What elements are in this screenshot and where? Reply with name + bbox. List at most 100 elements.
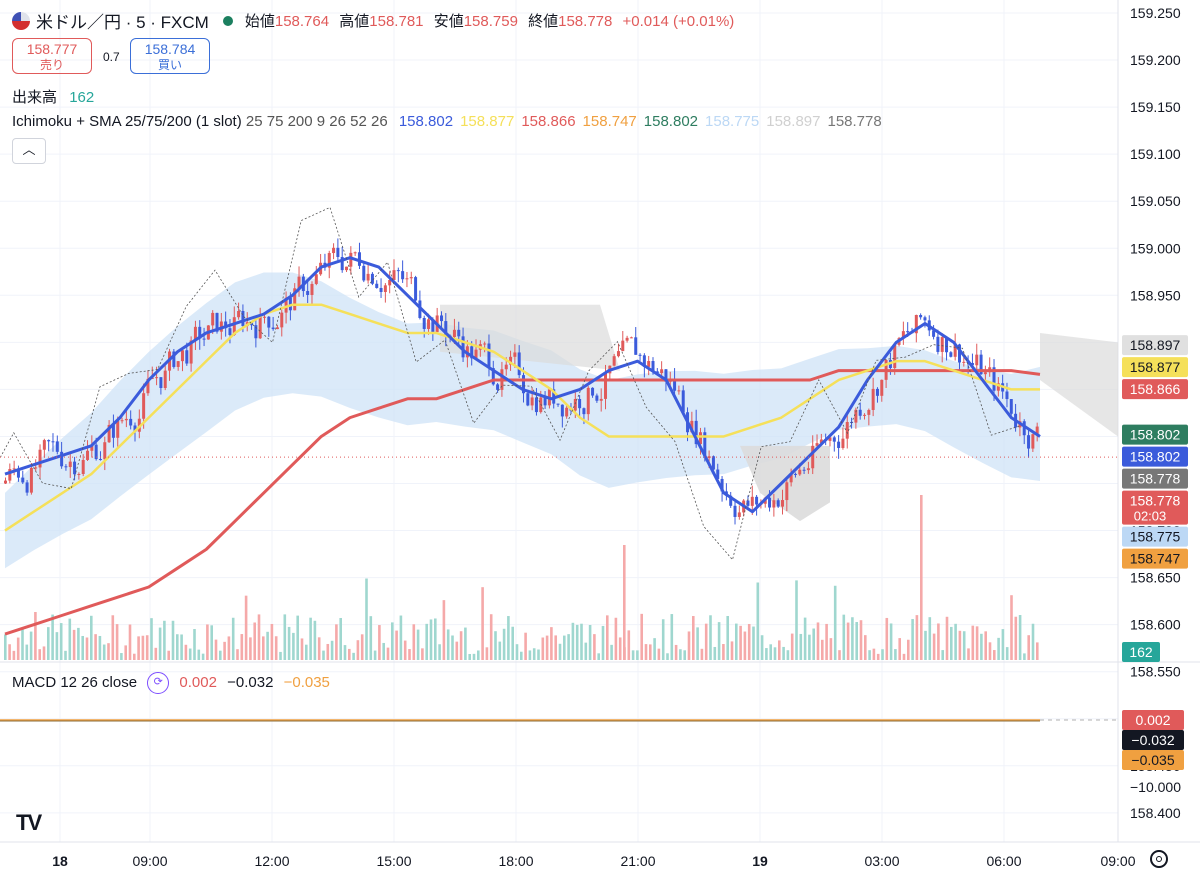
- tradingview-logo-icon[interactable]: TV: [16, 810, 42, 835]
- candle-body: [349, 252, 353, 267]
- candle-body: [198, 326, 202, 339]
- volume-bar: [120, 653, 123, 660]
- volume-bar: [184, 644, 188, 660]
- volume-bar: [163, 620, 166, 660]
- candle-body: [858, 409, 862, 416]
- x-axis-tick: 21:00: [620, 853, 655, 869]
- volume-bar: [494, 631, 497, 660]
- macd-legend[interactable]: MACD 12 26 close ⟳ 0.002 −0.032 −0.035: [12, 672, 330, 694]
- volume-bar: [747, 623, 751, 660]
- x-axis-tick: 09:00: [132, 853, 167, 869]
- candle-body: [193, 326, 197, 341]
- volume-axis-label-text: 162: [1129, 644, 1153, 660]
- candle-body: [755, 496, 759, 505]
- y-axis-tick: 158.550: [1130, 664, 1181, 680]
- volume-bar: [4, 634, 7, 660]
- sell-button[interactable]: 158.777 売り: [12, 38, 92, 74]
- candle-body: [970, 362, 974, 366]
- candle-body: [979, 354, 983, 375]
- volume-bar: [980, 633, 983, 660]
- volume-bar: [722, 644, 725, 660]
- indicator-value: 158.778: [827, 113, 882, 130]
- candle-body: [4, 480, 7, 484]
- candle-body: [1027, 435, 1031, 449]
- candle-body: [241, 310, 245, 327]
- volume-bar: [666, 653, 669, 660]
- candle-body: [923, 317, 927, 321]
- volume-bar: [313, 620, 317, 660]
- candle-body: [224, 321, 228, 329]
- volume-bar: [601, 625, 605, 660]
- volume-bar: [571, 622, 575, 660]
- candle-body: [832, 437, 836, 442]
- collapse-legend-button[interactable]: ︿: [12, 138, 46, 164]
- candle-body: [940, 337, 944, 352]
- indicator-value: 158.866: [521, 113, 576, 130]
- candle-body: [634, 337, 638, 355]
- volume-bar: [193, 629, 196, 660]
- candle-body: [781, 500, 784, 507]
- volume-bar: [971, 625, 975, 660]
- volume-bar: [468, 653, 471, 660]
- buy-button[interactable]: 158.784 買い: [130, 38, 210, 74]
- candle-body: [983, 372, 987, 375]
- volume-bar: [515, 644, 519, 660]
- candle-body: [975, 354, 979, 366]
- indicator-legend[interactable]: Ichimoku + SMA 25/75/200 (1 slot) 25 75 …: [12, 113, 882, 130]
- volume-bar: [180, 634, 183, 660]
- candle-body: [1035, 426, 1039, 435]
- volume-bar: [730, 641, 734, 660]
- macd-settings-icon[interactable]: ⟳: [147, 672, 170, 694]
- candle-body: [288, 297, 292, 311]
- candle-body: [901, 331, 905, 339]
- candle-body: [189, 340, 193, 364]
- candle-body: [625, 337, 629, 341]
- volume-bar: [554, 635, 557, 660]
- volume-bar: [889, 623, 893, 660]
- volume-bar: [429, 619, 433, 660]
- volume-bar: [395, 630, 398, 660]
- candle-body: [798, 469, 802, 475]
- candle-body: [845, 421, 849, 439]
- candle-body: [73, 461, 77, 475]
- volume-bar: [670, 614, 674, 660]
- volume-bar: [563, 635, 566, 660]
- candle-body: [388, 280, 392, 286]
- candle-body: [103, 442, 107, 460]
- volume-bar: [438, 644, 441, 660]
- y-axis-tick: 159.000: [1130, 240, 1181, 256]
- settings-gear-icon[interactable]: [1150, 850, 1168, 868]
- candle-body: [116, 420, 120, 438]
- candle-body: [29, 467, 33, 493]
- symbol-title[interactable]: 米ドル／円 · 5 · FXCM: [36, 13, 209, 32]
- volume-bar: [756, 582, 760, 660]
- macd-axis-label: [1122, 750, 1184, 770]
- candle-body: [599, 398, 603, 401]
- volume-bar: [378, 625, 381, 660]
- volume-bar: [640, 613, 643, 660]
- volume-bar: [214, 639, 218, 660]
- candle-body: [660, 369, 664, 374]
- volume-bar: [588, 625, 592, 660]
- price-label: [1122, 424, 1188, 445]
- volume-bar: [300, 638, 304, 660]
- candle-body: [595, 395, 599, 401]
- volume-bar: [249, 637, 252, 660]
- y-axis-tick: 159.150: [1130, 99, 1181, 115]
- volume-bar: [382, 642, 385, 660]
- indicator-value: 158.775: [705, 113, 760, 130]
- volume-bar: [541, 637, 545, 660]
- candle-body: [107, 424, 111, 443]
- y-axis-tick: 158.650: [1130, 570, 1181, 586]
- volume-bar: [266, 631, 269, 660]
- candle-body: [120, 420, 124, 422]
- volume-bar: [812, 628, 815, 660]
- price-label-text: 158.877: [1130, 359, 1181, 375]
- volume-bar: [421, 648, 424, 660]
- candle-body: [945, 337, 949, 353]
- candle-body: [370, 273, 374, 284]
- candle-body: [815, 443, 819, 446]
- candle-body: [68, 461, 72, 468]
- candle-body: [383, 285, 387, 293]
